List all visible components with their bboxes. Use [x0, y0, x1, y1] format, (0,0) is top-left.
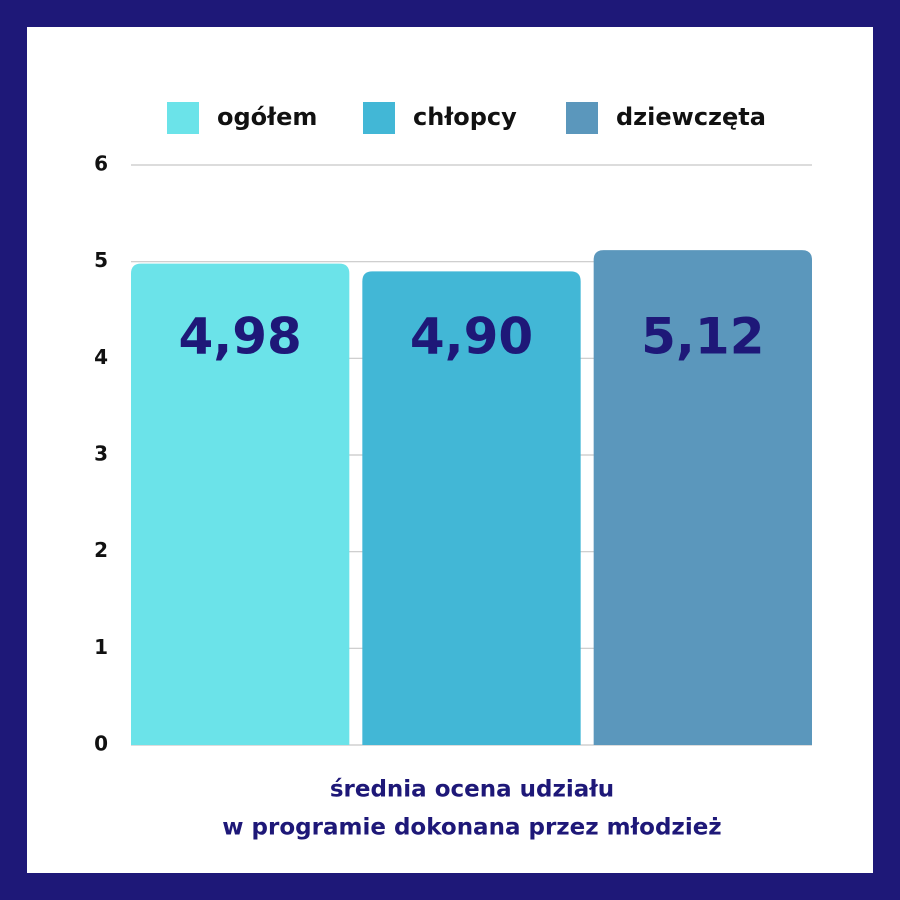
y-tick-label: 2	[94, 538, 108, 562]
y-tick-label: 6	[94, 152, 108, 176]
y-tick-label: 1	[94, 635, 108, 659]
bar	[362, 271, 581, 745]
y-tick-label: 5	[94, 248, 108, 272]
value-label: 4,90	[410, 308, 533, 366]
legend-swatch	[566, 102, 598, 134]
bar	[593, 250, 812, 746]
legend-swatch	[363, 102, 395, 134]
y-tick-label: 4	[94, 345, 108, 369]
legend-label: dziewczęta	[616, 103, 766, 131]
x-axis-label: średnia ocena udziału	[330, 777, 614, 803]
y-tick-label: 3	[94, 442, 108, 466]
x-axis-label: w programie dokonana przez młodzież	[222, 815, 721, 841]
y-tick-label: 0	[94, 732, 108, 756]
bar	[131, 263, 350, 745]
legend-label: chłopcy	[413, 103, 517, 131]
legend-label: ogółem	[217, 103, 317, 131]
legend-swatch	[167, 102, 199, 134]
value-label: 4,98	[178, 308, 301, 366]
value-label: 5,12	[641, 308, 764, 366]
